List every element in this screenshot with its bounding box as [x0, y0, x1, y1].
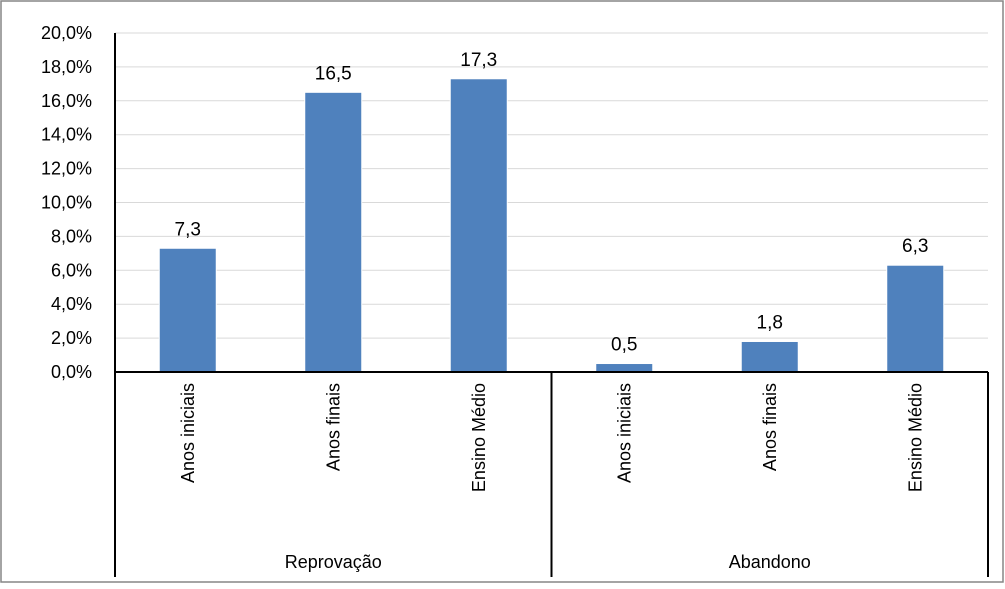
bar — [449, 78, 508, 373]
category-label: Ensino Médio — [469, 383, 489, 492]
category-label: Anos finais — [323, 383, 343, 471]
bar-value-label: 17,3 — [460, 50, 497, 71]
y-tick-label: 16,0% — [41, 91, 92, 111]
bar-value-label: 16,5 — [315, 63, 352, 84]
bar — [595, 363, 654, 373]
y-tick-label: 0,0% — [51, 362, 92, 382]
bar-value-label: 6,3 — [902, 236, 928, 257]
y-tick-label: 20,0% — [41, 23, 92, 43]
y-tick-label: 4,0% — [51, 294, 92, 314]
category-label: Ensino Médio — [905, 383, 925, 492]
y-tick-label: 10,0% — [41, 193, 92, 213]
group-label: Abandono — [729, 552, 811, 572]
category-label: Anos finais — [760, 383, 780, 471]
group-label: Reprovação — [285, 552, 382, 572]
y-tick-label: 12,0% — [41, 159, 92, 179]
y-tick-label: 18,0% — [41, 57, 92, 77]
data-labels: 7,3 16,5 17,3 0,5 1,8 6,3 — [175, 50, 929, 356]
bar — [740, 340, 799, 373]
bar — [886, 264, 945, 373]
y-tick-label: 14,0% — [41, 125, 92, 145]
category-label: Anos iniciais — [178, 383, 198, 483]
y-tick-label: 6,0% — [51, 260, 92, 280]
category-label: Anos iniciais — [614, 383, 634, 483]
y-tick-label: 8,0% — [51, 226, 92, 246]
bars — [158, 78, 945, 373]
bar — [304, 91, 363, 373]
axes — [114, 33, 989, 577]
bar-value-label: 0,5 — [611, 335, 637, 356]
bar-value-label: 1,8 — [757, 312, 783, 333]
y-tick-label: 2,0% — [51, 328, 92, 348]
gridlines — [115, 32, 988, 339]
category-labels: Anos iniciais Anos finais Ensino Médio Anos… — [178, 383, 926, 492]
y-axis-ticks: 0,0% 2,0% 4,0% 6,0% 8,0% 10,0% 12,0% 14,0% 16,0%… — [41, 23, 92, 382]
bar — [158, 247, 217, 373]
bar-value-label: 7,3 — [175, 219, 201, 240]
group-labels: Reprovação Abandono — [285, 552, 811, 572]
